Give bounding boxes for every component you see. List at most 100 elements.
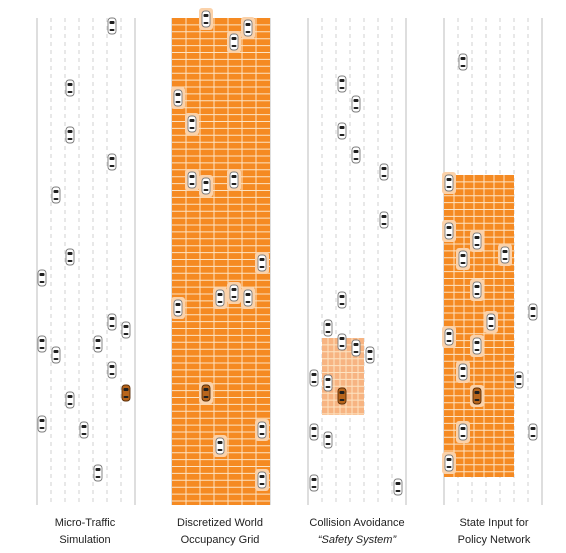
car bbox=[121, 321, 131, 339]
car-rear-window bbox=[203, 189, 209, 191]
car-body bbox=[393, 478, 403, 496]
car-body bbox=[65, 126, 75, 144]
car-windshield bbox=[446, 332, 452, 335]
car bbox=[351, 339, 361, 357]
car-body bbox=[472, 281, 482, 299]
car bbox=[51, 186, 61, 204]
car-body bbox=[337, 291, 347, 309]
car-body bbox=[309, 369, 319, 387]
car-body bbox=[187, 171, 197, 189]
car-rear-window bbox=[460, 262, 466, 264]
car-body bbox=[215, 437, 225, 455]
car-rear-window bbox=[217, 449, 223, 451]
car-rear-window bbox=[231, 183, 237, 185]
car-rear-window bbox=[109, 373, 115, 375]
car-body bbox=[309, 423, 319, 441]
micro-traffic-panel bbox=[36, 17, 136, 505]
car-windshield bbox=[530, 307, 536, 310]
car-body bbox=[379, 163, 389, 181]
occupancy-grid bbox=[172, 18, 270, 505]
car-body bbox=[323, 319, 333, 337]
car bbox=[458, 250, 468, 268]
car-windshield bbox=[67, 395, 73, 398]
car-windshield bbox=[67, 252, 73, 255]
car-body bbox=[528, 303, 538, 321]
car-windshield bbox=[53, 350, 59, 353]
car-rear-window bbox=[474, 399, 480, 401]
car bbox=[37, 415, 47, 433]
car-rear-window bbox=[39, 427, 45, 429]
car-windshield bbox=[109, 317, 115, 320]
car-rear-window bbox=[123, 396, 129, 398]
car bbox=[309, 369, 319, 387]
car-body bbox=[51, 186, 61, 204]
car bbox=[79, 421, 89, 439]
car-windshield bbox=[95, 339, 101, 342]
car-rear-window bbox=[311, 486, 317, 488]
car-rear-window bbox=[395, 490, 401, 492]
car-rear-window bbox=[217, 301, 223, 303]
car-rear-window bbox=[460, 65, 466, 67]
car bbox=[323, 374, 333, 392]
car bbox=[444, 454, 454, 472]
car bbox=[243, 289, 253, 307]
car-windshield bbox=[39, 419, 45, 422]
car-windshield bbox=[39, 339, 45, 342]
caption-line: “Safety System” bbox=[317, 534, 397, 546]
car bbox=[229, 33, 239, 51]
collision-avoidance-panel bbox=[307, 18, 407, 505]
car-rear-window bbox=[259, 433, 265, 435]
car-rear-window bbox=[339, 345, 345, 347]
car-rear-window bbox=[311, 435, 317, 437]
car-windshield bbox=[311, 373, 317, 376]
car-body bbox=[365, 346, 375, 364]
car-windshield bbox=[81, 425, 87, 428]
car bbox=[201, 177, 211, 195]
car-body bbox=[337, 333, 347, 351]
car-rear-window bbox=[516, 383, 522, 385]
car-windshield bbox=[339, 337, 345, 340]
car bbox=[351, 146, 361, 164]
car-body bbox=[121, 321, 131, 339]
car bbox=[215, 437, 225, 455]
car-windshield bbox=[189, 175, 195, 178]
car-windshield bbox=[259, 475, 265, 478]
car bbox=[65, 126, 75, 144]
car bbox=[337, 291, 347, 309]
car-body bbox=[201, 384, 211, 402]
car-windshield bbox=[367, 350, 373, 353]
car-rear-window bbox=[446, 234, 452, 236]
car-windshield bbox=[446, 178, 452, 181]
car-body bbox=[351, 95, 361, 113]
car bbox=[257, 254, 267, 272]
car-body bbox=[229, 33, 239, 51]
car-rear-window bbox=[175, 101, 181, 103]
car-body bbox=[257, 471, 267, 489]
car bbox=[187, 171, 197, 189]
car-rear-window bbox=[109, 165, 115, 167]
car-windshield bbox=[175, 93, 181, 96]
car-body bbox=[65, 79, 75, 97]
car-body bbox=[337, 122, 347, 140]
car-rear-window bbox=[231, 296, 237, 298]
car-windshield bbox=[488, 317, 494, 320]
car bbox=[323, 431, 333, 449]
car bbox=[93, 335, 103, 353]
car-windshield bbox=[460, 367, 466, 370]
car bbox=[65, 391, 75, 409]
car-windshield bbox=[339, 295, 345, 298]
car-windshield bbox=[231, 288, 237, 291]
car-body bbox=[229, 171, 239, 189]
car-body bbox=[379, 211, 389, 229]
caption-occupancy-grid: Discretized World Occupancy Grid bbox=[150, 515, 290, 549]
car-body bbox=[472, 387, 482, 405]
car-windshield bbox=[353, 343, 359, 346]
car-windshield bbox=[460, 254, 466, 257]
caption-line: State Input for bbox=[459, 517, 529, 529]
car-body bbox=[500, 246, 510, 264]
car-body bbox=[93, 464, 103, 482]
car-body bbox=[201, 10, 211, 28]
car bbox=[229, 284, 239, 302]
car-body bbox=[444, 454, 454, 472]
